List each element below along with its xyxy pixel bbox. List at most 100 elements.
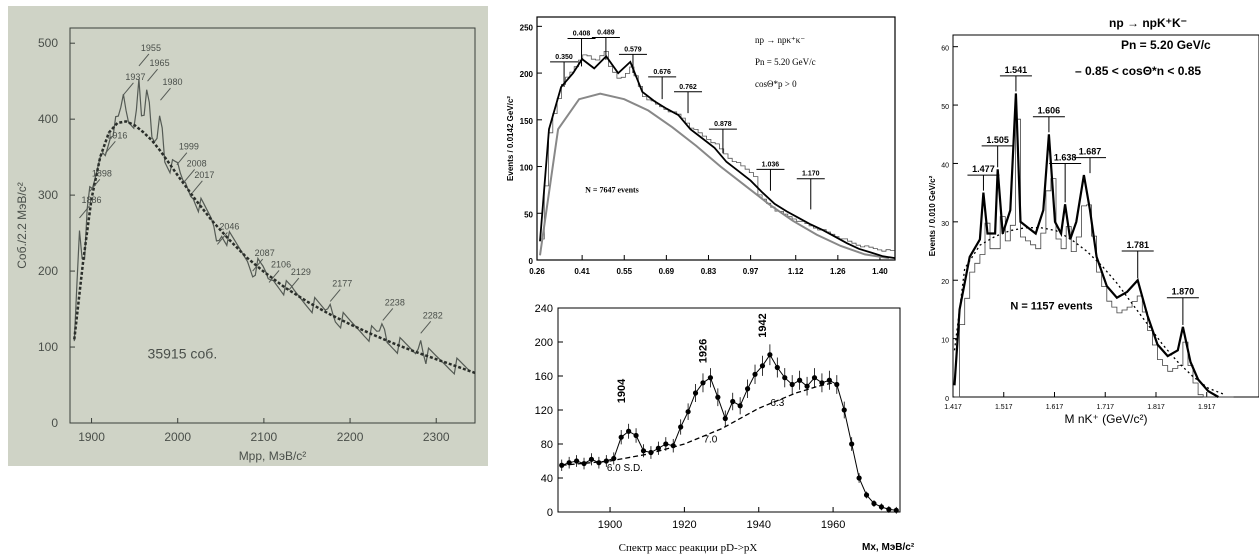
peak-label: 1.606 [1038,106,1061,116]
chart-panel-npkk-events: 0.26 0.41 0.55 0.69 0.83 0.97 1.12 1.26 1.40 0 50 1… [506,5,900,290]
peak-label: 1.170 [802,171,820,178]
background-curve [561,382,834,466]
data-point [767,352,773,358]
legend-text: np → npκ⁺κ⁻ [755,35,805,45]
peak-label: 2106 [271,259,291,269]
y-tick-label: 120 [535,405,553,417]
x-tick-label: 1960 [821,519,845,531]
data-point [744,386,751,392]
peak-pointer [176,152,188,166]
peak-label: 2177 [332,278,352,288]
data-point [692,390,699,396]
chart-panel-nk-mass-spectrum: 1.417 1.517 1.617 1.717 1.817 1.917 0 10 20 30 40 5… [925,15,1259,445]
peak-pointer [104,141,116,154]
y-tick-label: 200 [38,264,58,278]
x-tick-label: 2000 [164,430,191,444]
peak-pointer [329,289,341,302]
peak-label: 2017 [194,170,214,180]
event-count-annotation: N = 1157 events [1010,300,1092,312]
x-tick-label: 1.517 [995,404,1013,411]
x-tick-label: 1.40 [872,267,888,276]
x-tick-label: 1940 [746,519,770,531]
y-tick-label: 250 [520,23,534,32]
y-tick-label: 0 [529,257,534,266]
x-tick-label: 1920 [672,519,696,531]
data-point [826,377,832,383]
y-axis-title: Events / 0.0142 GeV/c² [506,96,515,181]
peak-label: 1.505 [986,135,1009,145]
data-point [856,475,862,481]
data-point [581,460,587,467]
data-point [804,383,810,389]
data-point [759,363,766,369]
peak-label: 0.579 [624,46,642,53]
event-count-annotation: 35915 соб. [148,345,218,361]
chart-pd-px-spectrum: 1900 1920 1940 1960 0 40 80 120 160 200 240 1904 192… [535,303,915,554]
peak-label: 1942 [757,313,769,337]
data-histogram [540,51,895,252]
y-tick-label: 200 [535,337,553,349]
peak-pointer [79,205,90,219]
data-point [752,371,758,377]
data-point [707,375,714,381]
peak-label: 1980 [162,77,182,87]
x-tick-label: 1900 [78,430,105,444]
peak-label: 0.676 [653,69,671,76]
y-tick-label: 500 [38,36,58,50]
peak-pointer [382,308,394,321]
data-point [700,380,706,386]
chart-npkk-events: 0.26 0.41 0.55 0.69 0.83 0.97 1.12 1.26 1.40 0 50 1… [506,16,896,276]
peak-pointer [138,53,150,67]
y-tick-label: 30 [941,221,949,228]
peak-pointer [191,180,203,194]
legend-text: np → npK⁺K⁻ [1109,16,1187,30]
x-tick-label: 1.617 [1046,404,1064,411]
peak-label: 0.350 [555,54,573,61]
data-point [663,441,669,447]
peak-label: 2129 [291,267,311,277]
data-point [633,432,639,439]
x-tick-label: 1.12 [788,267,804,276]
data-point [618,434,624,440]
x-tick-label: 0.97 [743,267,759,276]
y-tick-label: 50 [941,104,949,111]
chart-panel-pp-mass-spectrum: 1900 2000 2100 2200 2300 0 100 200 300 400 500 1886… [8,6,488,466]
peak-label: 2282 [423,310,443,320]
background-fit-curve [73,120,476,375]
data-point [782,375,788,381]
x-tick-label: 1.817 [1147,404,1165,411]
y-tick-label: 300 [38,188,58,202]
peak-label: 1.781 [1126,240,1149,250]
y-tick-label: 400 [38,112,58,126]
data-point [893,507,899,513]
peak-pointer [184,169,195,182]
data-point [655,445,661,451]
x-tick-label: 1900 [598,519,622,531]
data-point [678,424,684,430]
legend-text: Pn = 5.20 GeV/c [755,57,816,67]
peak-label: 1926 [698,339,710,363]
peak-label: 1.638 [1054,152,1077,162]
x-tick-label: 1.417 [944,404,962,411]
peak-label: 1937 [125,72,145,82]
data-point [878,504,885,510]
data-point [573,458,580,464]
y-tick-label: 10 [941,338,949,345]
y-axis-title: Соб./2.2 МэВ/c² [15,182,29,268]
plot-frame [536,16,896,261]
x-tick-label: 1.917 [1198,404,1216,411]
background-curve [953,227,1224,395]
x-axis-title: M nK⁺ (GeV/c²) [1064,412,1147,426]
peak-label: 2087 [255,248,275,258]
peak-label: 0.408 [573,30,591,37]
y-tick-label: 0 [51,416,58,430]
x-tick-label: 1.717 [1096,404,1114,411]
y-tick-label: 40 [541,473,553,485]
x-tick-label: 2300 [423,430,450,444]
fit-curve [953,93,1219,398]
chart-nk-mass-spectrum: 1.417 1.517 1.617 1.717 1.817 1.917 0 10 20 30 40 5… [928,16,1259,426]
x-axis-title: Mx, МэВ/c² [862,542,915,553]
plot-frame [69,27,476,424]
data-point [640,448,647,454]
y-tick-label: 0 [945,396,949,403]
